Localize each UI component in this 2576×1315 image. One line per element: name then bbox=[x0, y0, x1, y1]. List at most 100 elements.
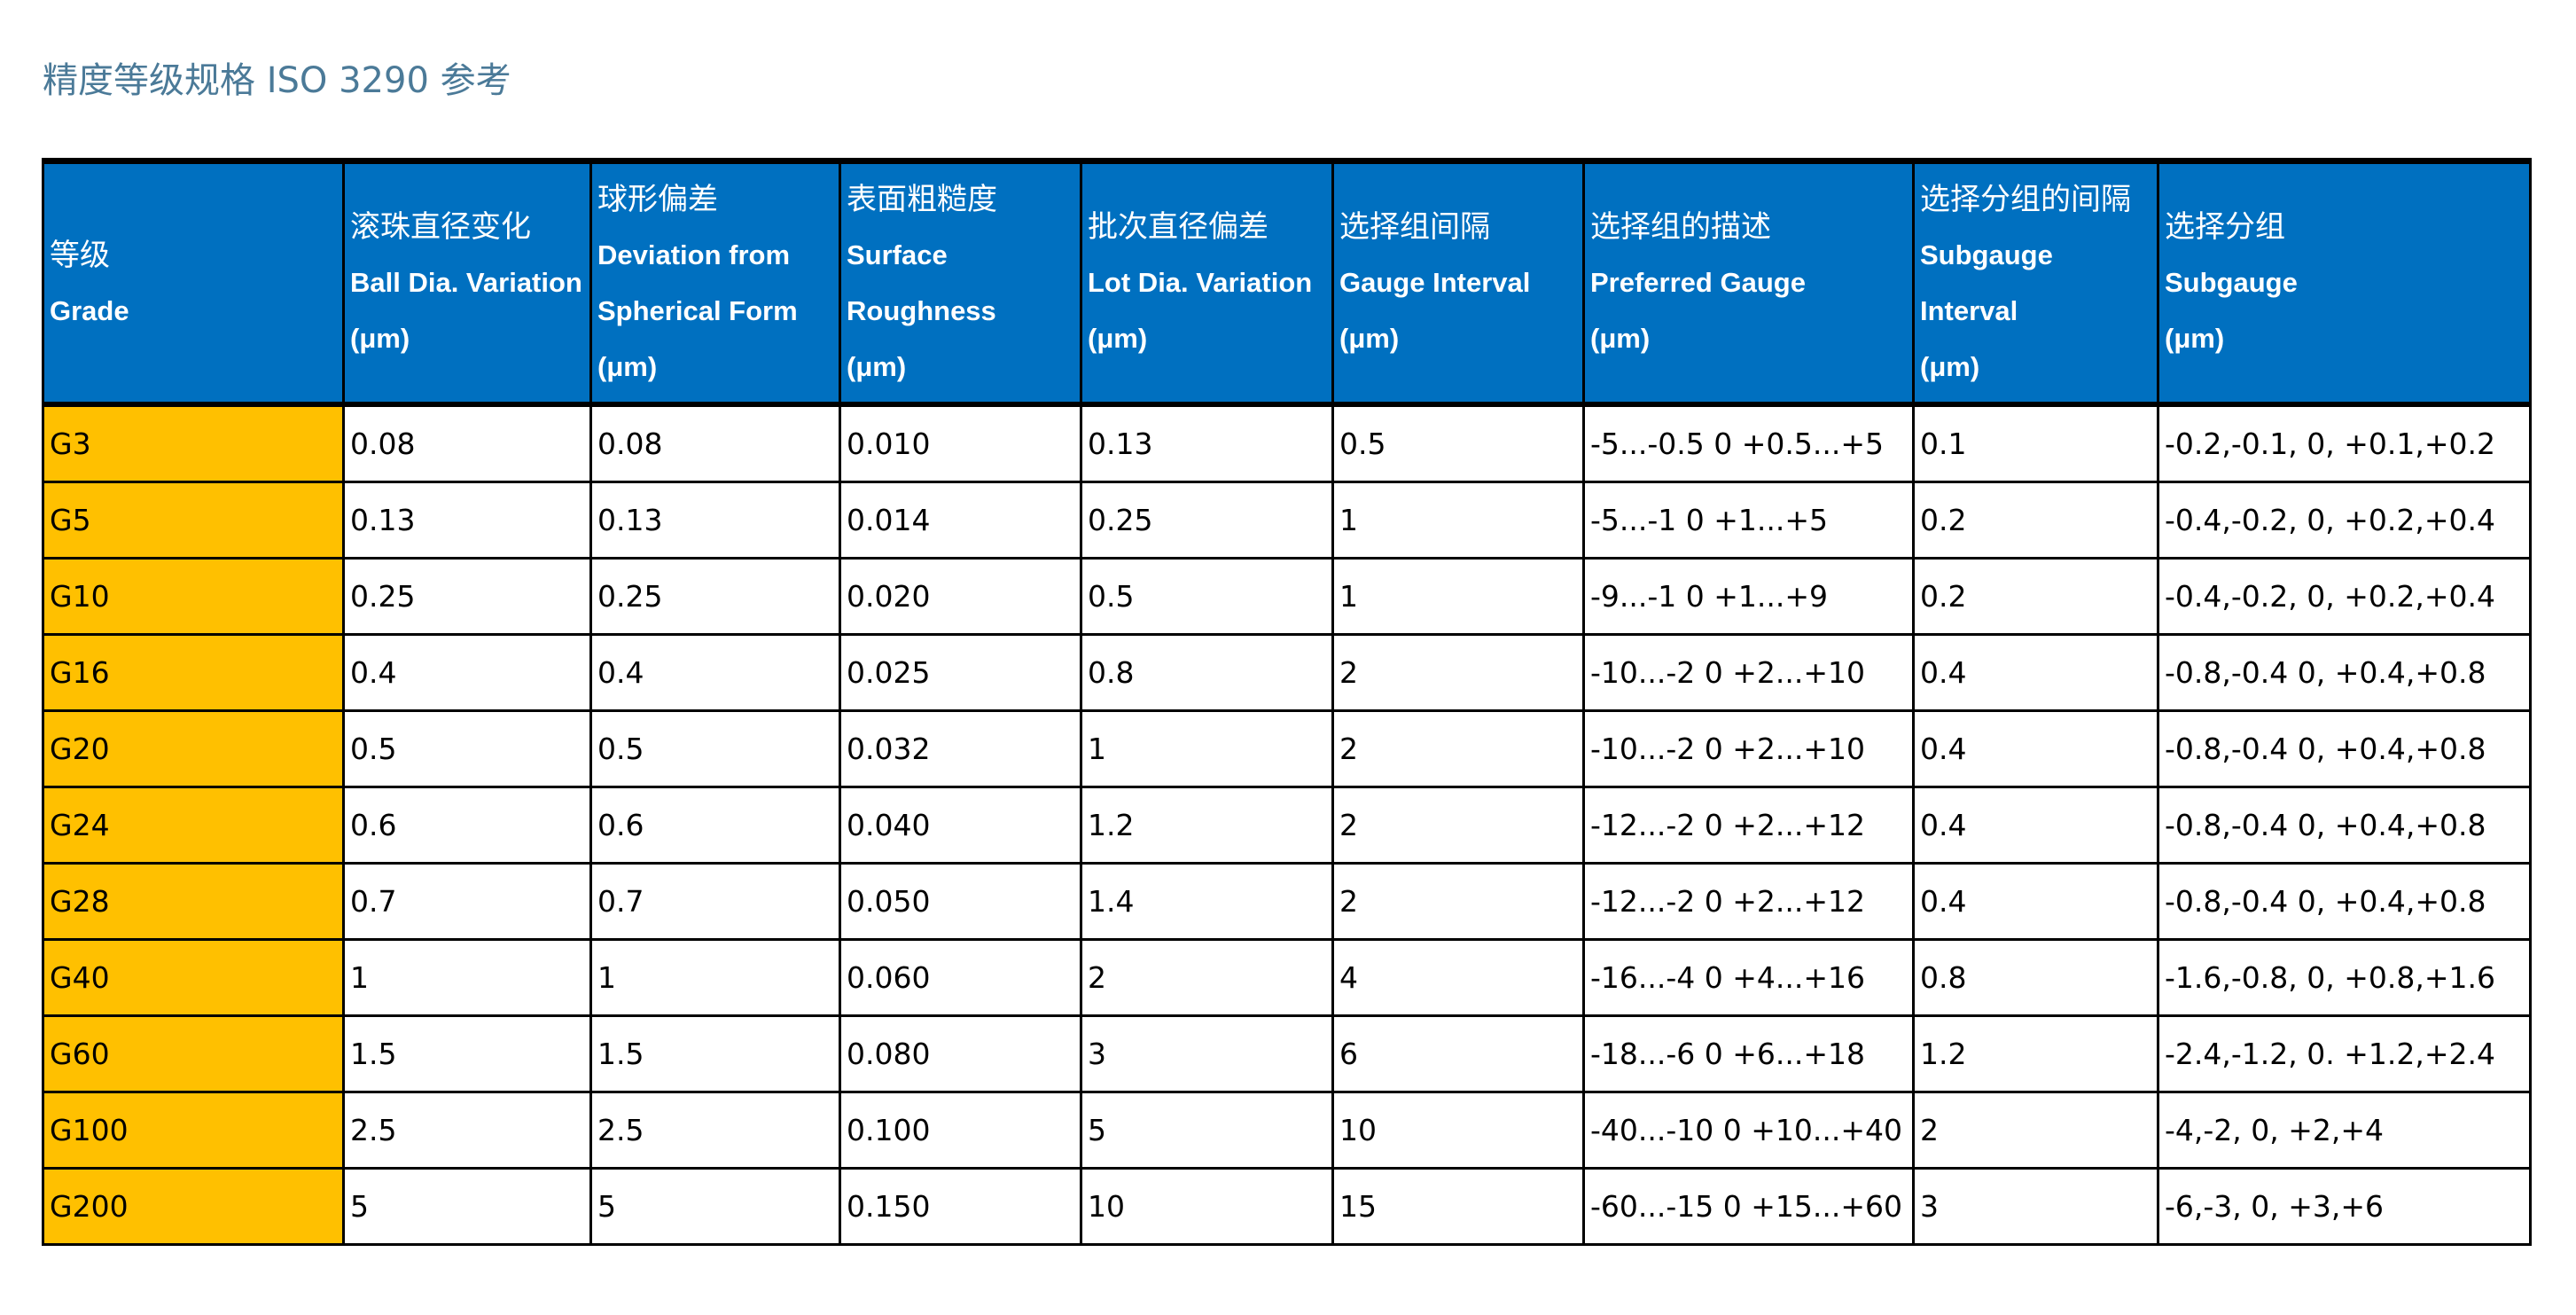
header-en: Preferred Gauge bbox=[1590, 267, 1806, 298]
header-unit: (μm) bbox=[597, 350, 658, 382]
cell-grade: G20 bbox=[42, 709, 345, 788]
cell-subgauge-interval: 0.2 bbox=[1912, 557, 2159, 636]
column-header-ball-dia-variation: 滚珠直径变化 Ball Dia. Variation (μm) bbox=[342, 158, 592, 407]
cell-grade: G28 bbox=[42, 862, 345, 941]
cell-preferred-gauge: -5...-1 0 +1...+5 bbox=[1582, 481, 1915, 560]
header-zh: 等级 bbox=[50, 237, 110, 273]
cell-spherical-deviation: 1 bbox=[589, 938, 841, 1017]
header-unit: (μm) bbox=[847, 350, 907, 382]
cell-subgauge-interval: 0.8 bbox=[1912, 938, 2159, 1017]
cell-preferred-gauge: -5...-0.5 0 +0.5...+5 bbox=[1582, 403, 1915, 483]
cell-lot-dia-variation: 0.8 bbox=[1080, 633, 1334, 712]
table-row: G100 2.5 2.5 0.100 5 10 -40...-10 0 +10...+40 2… bbox=[42, 1091, 2532, 1170]
column-header-spherical-deviation: 球形偏差 Deviation from Spherical Form (μm) bbox=[589, 158, 841, 407]
cell-preferred-gauge: -12...-2 0 +2...+12 bbox=[1582, 786, 1915, 865]
cell-grade: G24 bbox=[42, 786, 345, 865]
cell-ball-dia-variation: 1.5 bbox=[342, 1014, 592, 1093]
page-title: 精度等级规格 ISO 3290 参考 bbox=[43, 60, 511, 101]
cell-subgauge-interval: 1.2 bbox=[1912, 1014, 2159, 1093]
cell-subgauge-interval: 0.4 bbox=[1912, 709, 2159, 788]
cell-lot-dia-variation: 1 bbox=[1080, 709, 1334, 788]
table-row: G24 0.6 0.6 0.040 1.2 2 -12...-2 0 +2...+12 0.4… bbox=[42, 786, 2532, 865]
cell-grade: G40 bbox=[42, 938, 345, 1017]
cell-preferred-gauge: -16...-4 0 +4...+16 bbox=[1582, 938, 1915, 1017]
cell-subgauge-interval: 0.4 bbox=[1912, 786, 2159, 865]
cell-lot-dia-variation: 5 bbox=[1080, 1091, 1334, 1170]
cell-subgauge: -0.8,-0.4 0, +0.4,+0.8 bbox=[2157, 786, 2532, 865]
cell-surface-roughness: 0.080 bbox=[839, 1014, 1082, 1093]
cell-lot-dia-variation: 3 bbox=[1080, 1014, 1334, 1093]
cell-spherical-deviation: 0.13 bbox=[589, 481, 841, 560]
cell-lot-dia-variation: 10 bbox=[1080, 1167, 1334, 1246]
cell-subgauge: -4,-2, 0, +2,+4 bbox=[2157, 1091, 2532, 1170]
cell-ball-dia-variation: 0.08 bbox=[342, 403, 592, 483]
cell-ball-dia-variation: 0.5 bbox=[342, 709, 592, 788]
cell-surface-roughness: 0.032 bbox=[839, 709, 1082, 788]
cell-subgauge: -0.8,-0.4 0, +0.4,+0.8 bbox=[2157, 633, 2532, 712]
cell-lot-dia-variation: 0.5 bbox=[1080, 557, 1334, 636]
cell-preferred-gauge: -10...-2 0 +2...+10 bbox=[1582, 709, 1915, 788]
header-en: Lot Dia. Variation bbox=[1088, 267, 1313, 298]
header-en: Subgauge bbox=[2165, 267, 2298, 298]
cell-subgauge: -0.8,-0.4 0, +0.4,+0.8 bbox=[2157, 862, 2532, 941]
cell-grade: G3 bbox=[42, 403, 345, 483]
cell-subgauge: -2.4,-1.2, 0. +1.2,+2.4 bbox=[2157, 1014, 2532, 1093]
cell-ball-dia-variation: 0.4 bbox=[342, 633, 592, 712]
header-unit: (μm) bbox=[1920, 350, 1980, 382]
cell-gauge-interval: 2 bbox=[1331, 786, 1585, 865]
cell-lot-dia-variation: 2 bbox=[1080, 938, 1334, 1017]
cell-lot-dia-variation: 1.4 bbox=[1080, 862, 1334, 941]
header-unit: (μm) bbox=[350, 323, 410, 354]
cell-preferred-gauge: -60...-15 0 +15...+60 bbox=[1582, 1167, 1915, 1246]
table-row: G16 0.4 0.4 0.025 0.8 2 -10...-2 0 +2...+10 0.4… bbox=[42, 633, 2532, 712]
cell-lot-dia-variation: 0.25 bbox=[1080, 481, 1334, 560]
column-header-subgauge: 选择分组 Subgauge (μm) bbox=[2157, 158, 2532, 407]
header-zh: 批次直径偏差 bbox=[1088, 209, 1268, 245]
cell-grade: G16 bbox=[42, 633, 345, 712]
cell-grade: G5 bbox=[42, 481, 345, 560]
cell-spherical-deviation: 0.08 bbox=[589, 403, 841, 483]
cell-subgauge-interval: 0.2 bbox=[1912, 481, 2159, 560]
table-row: G28 0.7 0.7 0.050 1.4 2 -12...-2 0 +2...+12 0.4… bbox=[42, 862, 2532, 941]
cell-surface-roughness: 0.060 bbox=[839, 938, 1082, 1017]
cell-spherical-deviation: 0.7 bbox=[589, 862, 841, 941]
cell-grade: G60 bbox=[42, 1014, 345, 1093]
cell-subgauge: -1.6,-0.8, 0, +0.8,+1.6 bbox=[2157, 938, 2532, 1017]
table-row: G20 0.5 0.5 0.032 1 2 -10...-2 0 +2...+10 0.4 -0… bbox=[42, 709, 2532, 788]
cell-subgauge: -0.2,-0.1, 0, +0.1,+0.2 bbox=[2157, 403, 2532, 483]
cell-gauge-interval: 10 bbox=[1331, 1091, 1585, 1170]
header-unit: (μm) bbox=[1590, 323, 1651, 354]
cell-preferred-gauge: -9...-1 0 +1...+9 bbox=[1582, 557, 1915, 636]
cell-gauge-interval: 1 bbox=[1331, 557, 1585, 636]
cell-spherical-deviation: 0.25 bbox=[589, 557, 841, 636]
cell-gauge-interval: 0.5 bbox=[1331, 403, 1585, 483]
cell-subgauge-interval: 0.4 bbox=[1912, 633, 2159, 712]
cell-lot-dia-variation: 1.2 bbox=[1080, 786, 1334, 865]
cell-preferred-gauge: -10...-2 0 +2...+10 bbox=[1582, 633, 1915, 712]
cell-gauge-interval: 2 bbox=[1331, 709, 1585, 788]
cell-surface-roughness: 0.050 bbox=[839, 862, 1082, 941]
header-en: Ball Dia. Variation bbox=[350, 267, 582, 298]
cell-preferred-gauge: -40...-10 0 +10...+40 bbox=[1582, 1091, 1915, 1170]
table-row: G60 1.5 1.5 0.080 3 6 -18...-6 0 +6...+18 1.2 -2… bbox=[42, 1014, 2532, 1093]
grade-spec-table: 等级 Grade 滚珠直径变化 Ball Dia. Variation (μm) 球形偏差… bbox=[42, 158, 2532, 1246]
cell-preferred-gauge: -12...-2 0 +2...+12 bbox=[1582, 862, 1915, 941]
cell-surface-roughness: 0.100 bbox=[839, 1091, 1082, 1170]
header-en: Gauge Interval bbox=[1339, 267, 1531, 298]
cell-grade: G10 bbox=[42, 557, 345, 636]
cell-spherical-deviation: 0.5 bbox=[589, 709, 841, 788]
cell-ball-dia-variation: 2.5 bbox=[342, 1091, 592, 1170]
cell-surface-roughness: 0.014 bbox=[839, 481, 1082, 560]
table-row: G200 5 5 0.150 10 15 -60...-15 0 +15...+60 3 -6,… bbox=[42, 1167, 2532, 1246]
cell-ball-dia-variation: 0.7 bbox=[342, 862, 592, 941]
cell-spherical-deviation: 1.5 bbox=[589, 1014, 841, 1093]
cell-ball-dia-variation: 0.13 bbox=[342, 481, 592, 560]
table-row: G3 0.08 0.08 0.010 0.13 0.5 -5...-0.5 0 +0.5..… bbox=[42, 403, 2532, 483]
header-en: Surface Roughness bbox=[847, 239, 996, 326]
cell-gauge-interval: 4 bbox=[1331, 938, 1585, 1017]
cell-surface-roughness: 0.020 bbox=[839, 557, 1082, 636]
header-zh: 选择组的描述 bbox=[1590, 209, 1771, 245]
cell-gauge-interval: 2 bbox=[1331, 862, 1585, 941]
header-en: Subgauge Interval bbox=[1920, 239, 2053, 326]
column-header-gauge-interval: 选择组间隔 Gauge Interval (μm) bbox=[1331, 158, 1585, 407]
